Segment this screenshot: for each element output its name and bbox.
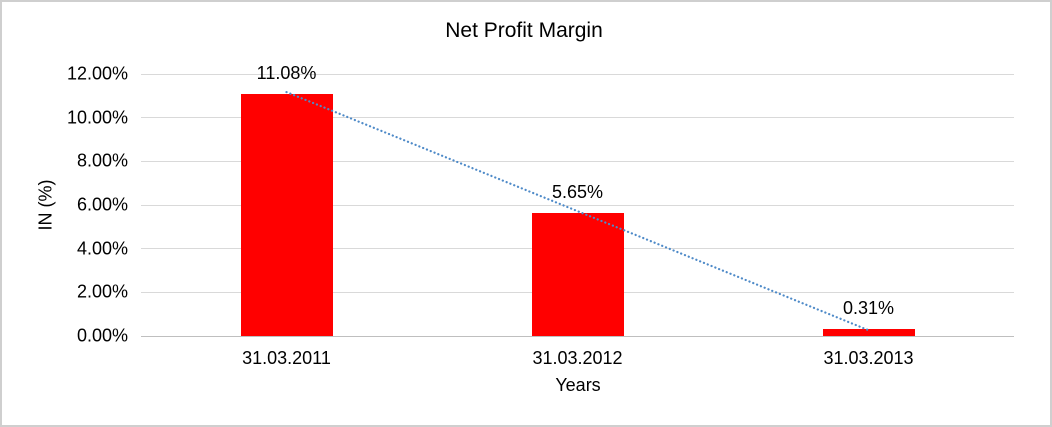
data-label: 0.31%	[842, 298, 895, 319]
y-tick-label: 0.00%	[76, 325, 128, 346]
y-tick-label: 6.00%	[76, 194, 128, 215]
data-label: 11.08%	[256, 63, 317, 84]
x-axis-title: Years	[555, 375, 601, 395]
gridline	[141, 73, 1014, 75]
bar-31.03.2012	[531, 212, 624, 336]
x-tick-label: 31.03.2011	[242, 348, 331, 368]
y-tick-label: 12.00%	[66, 63, 128, 84]
y-tick-label: 2.00%	[76, 281, 128, 302]
y-tick-label: 10.00%	[66, 107, 128, 128]
bar-31.03.2013	[822, 329, 915, 336]
x-tick-label: 31.03.2013	[823, 348, 914, 368]
data-label: 5.65%	[551, 181, 604, 202]
bar-31.03.2011	[240, 94, 333, 336]
chart-title: Net Profit Margin	[445, 19, 603, 42]
y-axis-title: IN (%)	[35, 179, 56, 231]
x-axis-line	[141, 335, 1014, 337]
x-tick-label: 31.03.2012	[532, 348, 623, 368]
y-tick-label: 8.00%	[76, 150, 128, 171]
y-tick-label: 4.00%	[76, 238, 128, 259]
